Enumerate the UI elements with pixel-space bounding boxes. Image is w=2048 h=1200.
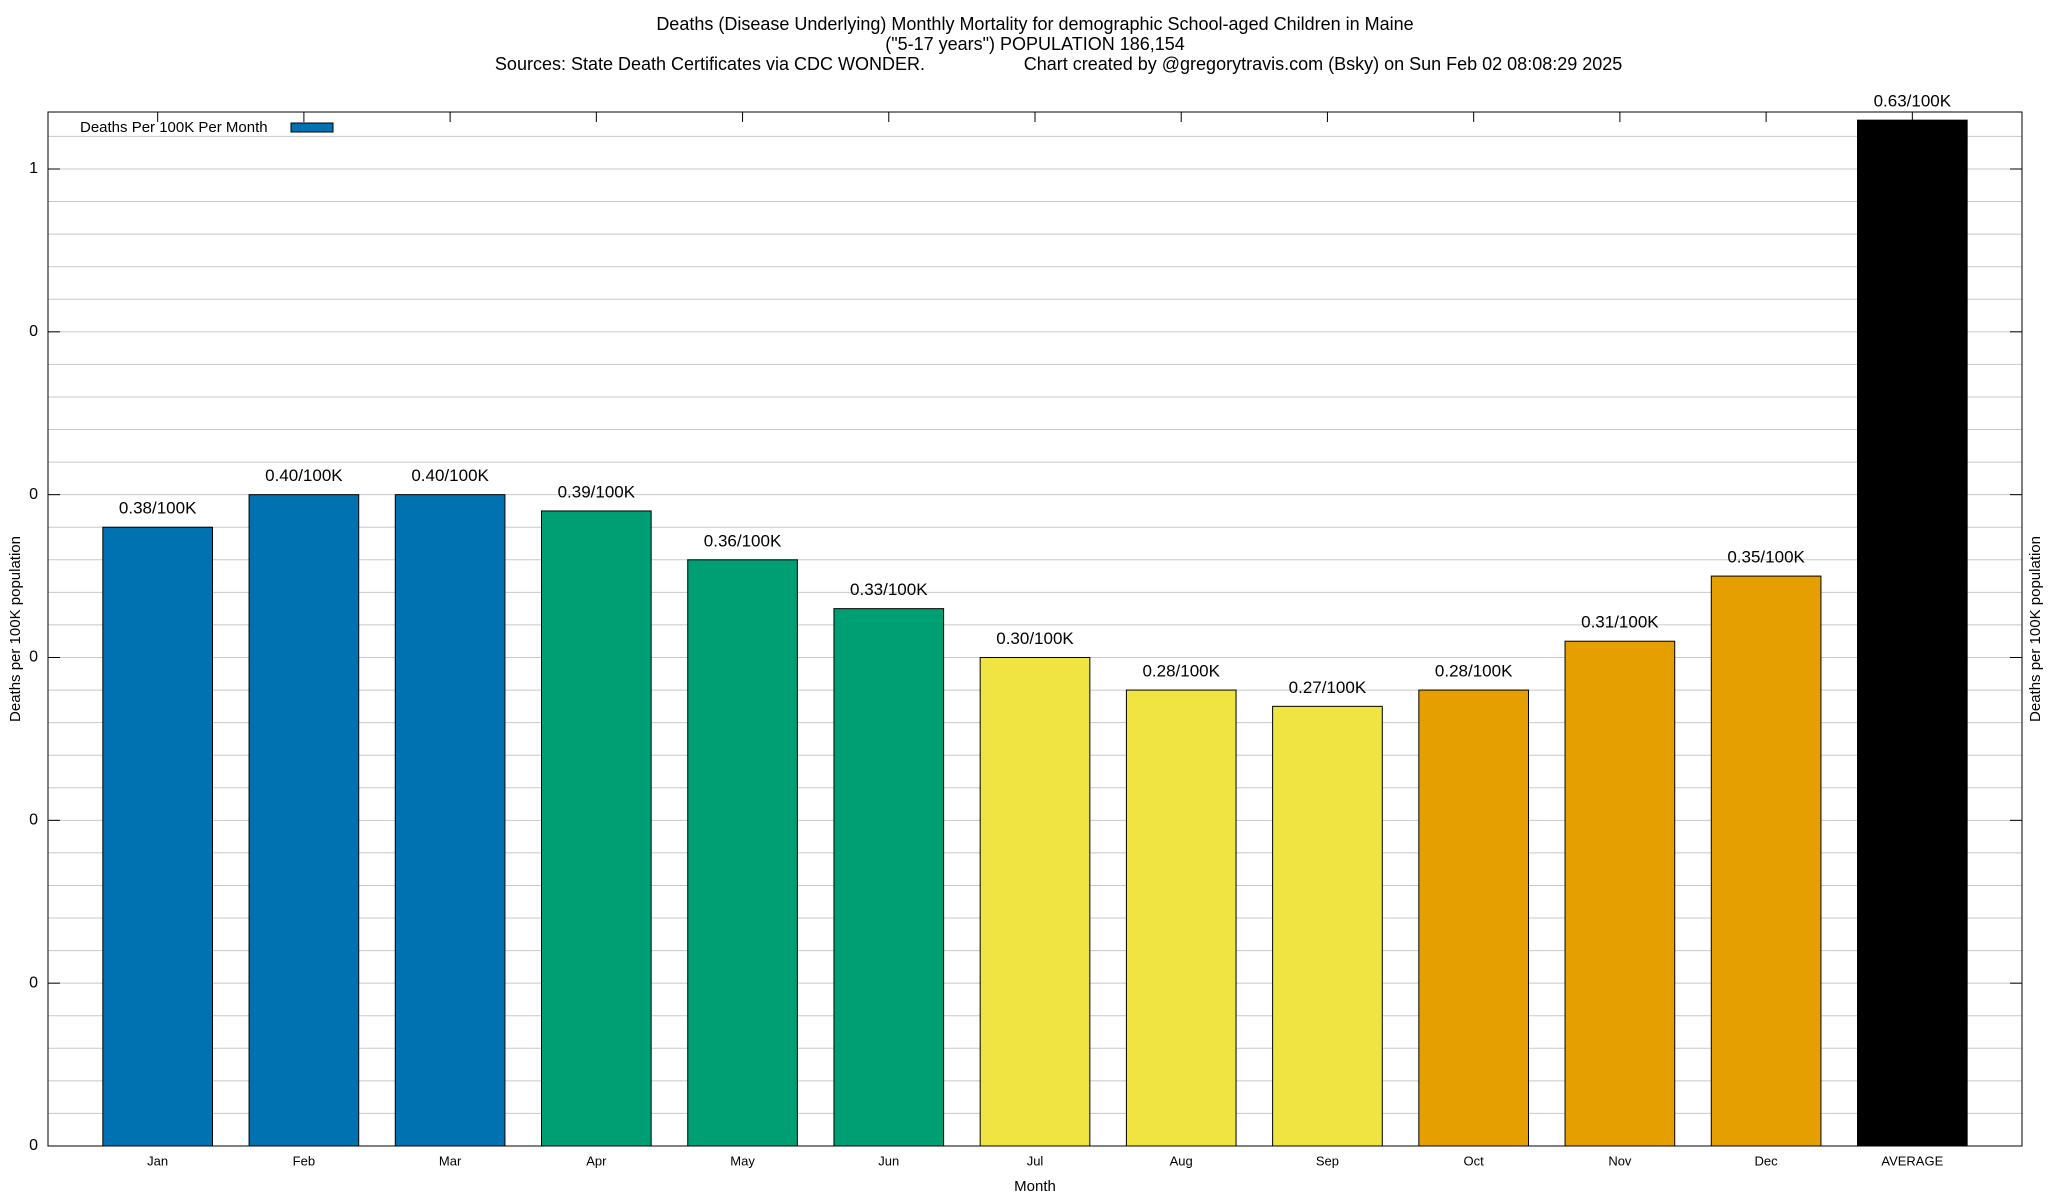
value-label: 0.28/100K [1142,662,1220,681]
x-tick-label: Mar [439,1153,462,1168]
bar [394,494,506,1146]
value-label: 0.63/100K [1874,92,1952,111]
chart-title: Deaths (Disease Underlying) Monthly Mort… [656,14,1413,34]
value-label: 0.30/100K [996,629,1074,648]
bar [979,656,1091,1146]
y-axis-label: Deaths per 100K population [7,536,24,722]
value-label: 0.36/100K [704,531,782,550]
value-label: 0.40/100K [265,466,343,485]
x-tick-label: May [730,1153,755,1168]
y-tick-label: 0 [29,649,38,666]
y-tick-label: 0 [29,486,38,503]
legend-swatch [290,122,334,133]
y-tick-label: 1 [29,160,38,177]
y2-axis-label: Deaths per 100K population [2027,536,2044,722]
x-tick-label: Jun [878,1153,899,1168]
bar [833,608,945,1146]
chart-subtitle: ("5-17 years") POPULATION 186,154 [885,34,1185,54]
x-tick-label: AVERAGE [1881,1153,1943,1168]
y-tick-label: 0 [29,323,38,340]
bar [248,494,360,1146]
legend-label: Deaths Per 100K Per Month [80,119,268,136]
value-label: 0.33/100K [850,580,928,599]
bar [687,559,798,1146]
value-label: 0.38/100K [119,499,197,518]
x-tick-label: Sep [1316,1153,1339,1168]
x-tick-label: Apr [586,1153,607,1168]
value-label: 0.28/100K [1435,662,1513,681]
bar [1857,119,1968,1146]
x-axis-label: Month [1014,1178,1056,1195]
bar [102,526,213,1146]
bar [1564,640,1676,1146]
x-tick-label: Nov [1608,1153,1632,1168]
bar [1710,575,1822,1146]
value-label: 0.27/100K [1289,678,1367,697]
chart-sources: Sources: State Death Certificates via CD… [495,54,925,74]
x-tick-label: Feb [293,1153,315,1168]
x-tick-label: Oct [1464,1153,1485,1168]
plot-frame [47,111,2023,1147]
value-label: 0.39/100K [558,482,636,501]
value-label: 0.35/100K [1727,548,1805,567]
x-tick-label: Aug [1170,1153,1193,1168]
chart-credit: Chart created by @gregorytravis.com (Bsk… [1024,54,1623,74]
x-tick-label: Jul [1027,1153,1044,1168]
y-tick-label: 0 [29,974,38,991]
bar [1418,689,1530,1146]
y-tick-label: 0 [29,1137,38,1154]
bar [1272,705,1383,1146]
x-tick-label: Dec [1755,1153,1779,1168]
bar [1125,689,1237,1146]
y-tick-label: 0 [29,812,38,829]
bar [541,510,652,1146]
x-tick-label: Jan [147,1153,168,1168]
value-label: 0.40/100K [411,466,489,485]
value-label: 0.31/100K [1581,613,1659,632]
